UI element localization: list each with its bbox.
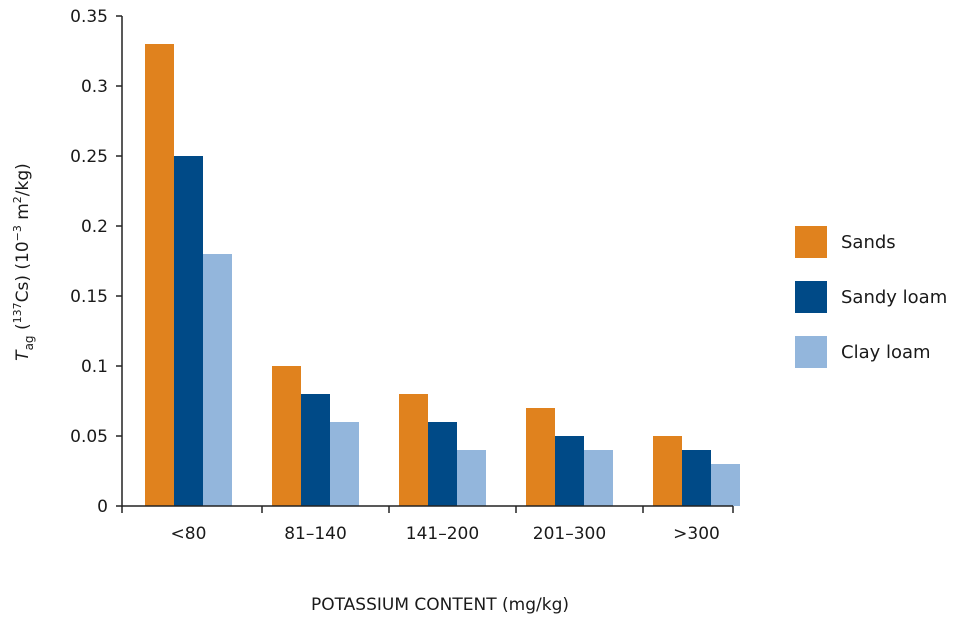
y-axis-title: Tag (137Cs) (10−3 m2/kg): [11, 163, 36, 361]
x-axis-title: POTASSIUM CONTENT (mg/kg): [311, 595, 569, 615]
x-tick-label-4: >300: [673, 524, 720, 544]
bar-clay-loam-0: [203, 254, 232, 506]
y-tick-label-5: 0.25: [70, 147, 108, 167]
legend: Sands Sandy loam Clay loam: [795, 226, 947, 368]
y-tick-label-4: 0.2: [81, 217, 108, 237]
y-tick-label-7: 0.35: [70, 7, 108, 27]
legend-swatch-2: [795, 336, 827, 368]
x-tick-label-3: 201–300: [533, 524, 606, 544]
bar-sands-4: [653, 436, 682, 506]
bar-sandy-loam-1: [301, 394, 330, 506]
bar-clay-loam-2: [457, 450, 486, 506]
y-axis-mass-number: 137: [11, 302, 24, 323]
bar-sandy-loam-2: [428, 422, 457, 506]
y-axis-paren: (: [13, 323, 33, 335]
bar-sands-3: [526, 408, 555, 506]
bar-clay-loam-3: [584, 450, 613, 506]
bar-sandy-loam-4: [682, 450, 711, 506]
y-axis-symbol: T: [13, 349, 33, 361]
y-axis-unit-end: /kg): [13, 163, 33, 196]
x-tick-label-2: 141–200: [406, 524, 479, 544]
y-axis-element: Cs) (10: [13, 241, 33, 302]
legend-label-1: Sandy loam: [841, 287, 947, 308]
y-axis-unit: m: [13, 203, 33, 225]
y-tick-label-0: 0: [97, 497, 108, 517]
x-tick-label-0: <80: [171, 524, 207, 544]
legend-label-2: Clay loam: [841, 342, 931, 363]
bar-sandy-loam-0: [174, 156, 203, 506]
bar-sandy-loam-3: [555, 436, 584, 506]
y-tick-label-6: 0.3: [81, 77, 108, 97]
bar-sands-1: [272, 366, 301, 506]
legend-swatch-1: [795, 281, 827, 313]
bar-sands-0: [145, 44, 174, 506]
bar-sands-2: [399, 394, 428, 506]
bar-clay-loam-4: [711, 464, 740, 506]
y-axis-symbol-subscript: ag: [22, 335, 36, 350]
bars-layer: [145, 44, 740, 506]
axes-layer: 0 0.05 0.1 0.15 0.2 0.25 0.3 0.35 <80 81–140 141–2…: [70, 7, 734, 544]
y-tick-label-1: 0.05: [70, 427, 108, 447]
legend-label-0: Sands: [841, 232, 896, 253]
y-axis-exponent: −3: [11, 225, 24, 241]
bar-clay-loam-1: [330, 422, 359, 506]
y-tick-label-3: 0.15: [70, 287, 108, 307]
y-tick-label-2: 0.1: [81, 357, 108, 377]
legend-swatch-0: [795, 226, 827, 258]
x-tick-label-1: 81–140: [284, 524, 347, 544]
y-axis-unit-exponent: 2: [11, 196, 24, 203]
